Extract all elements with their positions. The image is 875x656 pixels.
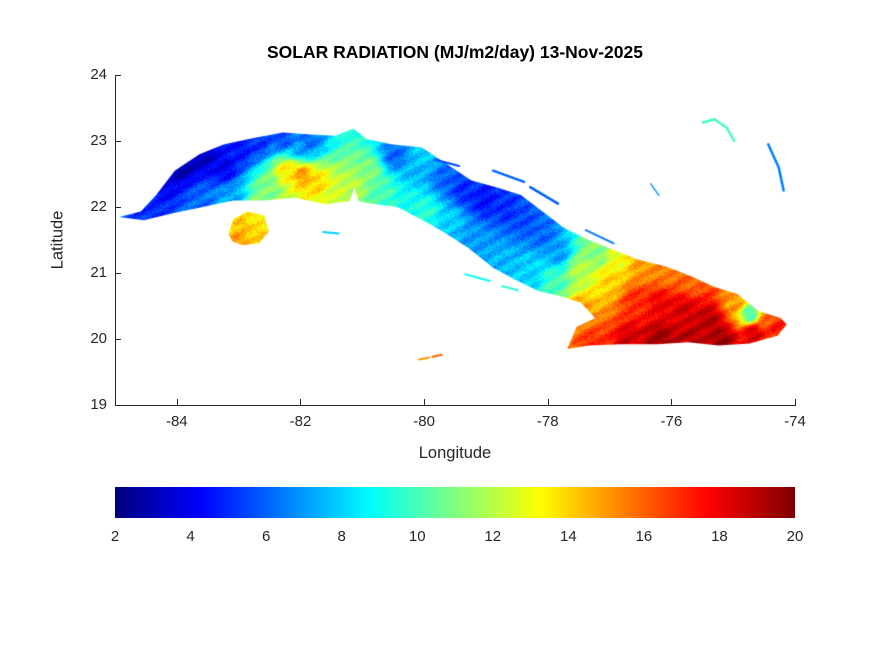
x-tick-label: -80 xyxy=(413,413,435,430)
y-tick-label: 23 xyxy=(90,132,107,149)
cuba-heatmap-canvas xyxy=(116,75,796,405)
x-tick-label: -74 xyxy=(784,413,806,430)
x-tick-mark xyxy=(795,399,796,405)
y-axis-label: Latitude xyxy=(48,210,67,270)
x-tick-label: -82 xyxy=(289,413,312,430)
y-tick-label: 19 xyxy=(90,396,107,413)
y-tick-mark xyxy=(115,207,121,208)
y-tick-mark xyxy=(115,405,121,406)
x-tick-label: -78 xyxy=(536,413,559,430)
x-tick-mark xyxy=(671,399,673,405)
colorbar-tick-label: 6 xyxy=(261,528,271,545)
y-tick-label: 22 xyxy=(90,198,107,215)
colorbar-tick-label: 16 xyxy=(635,528,653,545)
colorbar-tick-label: 10 xyxy=(408,528,426,545)
colorbar-tick-label: 14 xyxy=(559,528,577,545)
colorbar-tick-label: 18 xyxy=(711,528,728,545)
y-tick-label: 21 xyxy=(90,264,107,281)
colorbar-tick-label: 20 xyxy=(786,528,804,545)
colorbar-tick-label: 2 xyxy=(110,528,120,545)
chart-title: SOLAR RADIATION (MJ/m2/day) 13-Nov-2025 xyxy=(266,42,643,62)
y-tick-mark xyxy=(115,339,121,340)
y-tick-mark xyxy=(115,141,121,142)
y-tick-mark xyxy=(115,273,121,274)
x-tick-label: -76 xyxy=(660,413,683,430)
x-tick-mark xyxy=(547,399,549,405)
colorbar-tick-label: 12 xyxy=(484,528,502,545)
plot-area xyxy=(115,75,796,406)
x-axis-label: Longitude xyxy=(418,444,492,462)
colorbar xyxy=(115,487,795,518)
x-tick-label: -84 xyxy=(165,413,188,430)
y-tick-label: 20 xyxy=(90,330,107,347)
colorbar-tick-label: 8 xyxy=(337,528,346,545)
x-tick-mark xyxy=(300,399,302,405)
y-tick-mark xyxy=(115,75,121,76)
x-tick-mark xyxy=(176,399,178,405)
y-tick-label: 24 xyxy=(90,66,107,83)
colorbar-tick-label: 4 xyxy=(186,528,195,545)
x-tick-mark xyxy=(424,399,426,405)
